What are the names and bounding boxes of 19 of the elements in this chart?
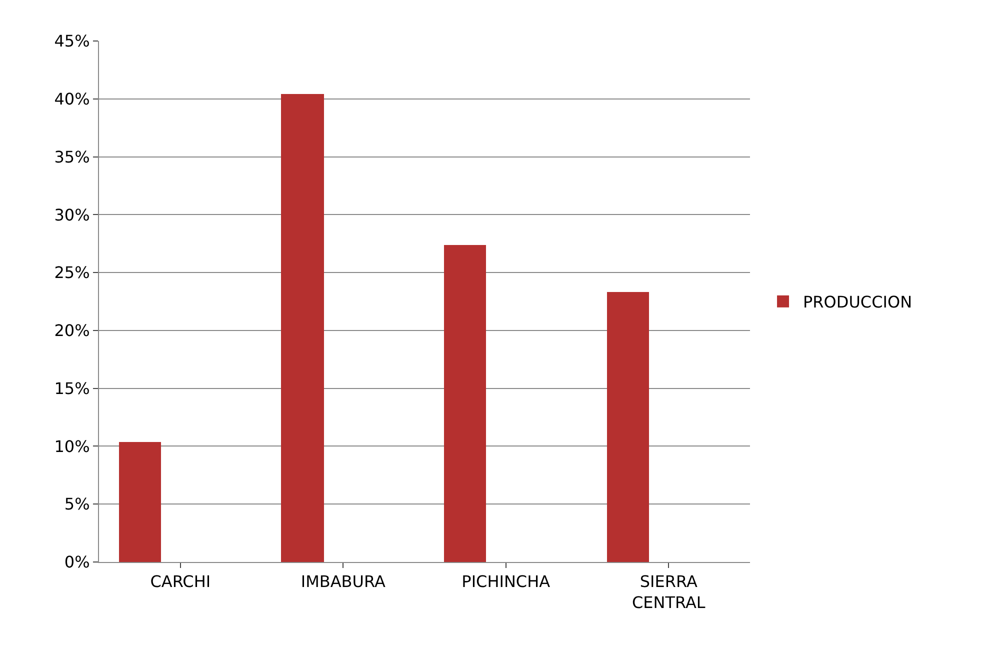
y-tick-label: 35%	[54, 147, 90, 166]
legend-label: PRODUCCION	[803, 292, 912, 312]
y-tick-label: 40%	[54, 89, 90, 108]
bar	[119, 442, 161, 562]
y-tick-label: 30%	[54, 205, 90, 224]
y-tick-label: 15%	[54, 378, 90, 398]
x-tick-label: PICHINCHA	[462, 572, 550, 592]
bar	[444, 245, 486, 562]
y-tick-label: 45%	[54, 32, 90, 51]
y-tick-label: 5%	[64, 494, 90, 514]
y-tick-label: 25%	[54, 263, 90, 282]
y-tick-label: 0%	[64, 552, 90, 572]
bar	[281, 94, 324, 562]
x-tick-label: SIERRA CENTRAL	[632, 572, 706, 612]
y-tick-label: 20%	[54, 321, 90, 340]
x-tick-label: IMBABURA	[300, 572, 386, 592]
x-tick-label: CARCHI	[150, 572, 211, 592]
bar	[607, 292, 649, 562]
y-tick-label: 10%	[54, 436, 90, 456]
